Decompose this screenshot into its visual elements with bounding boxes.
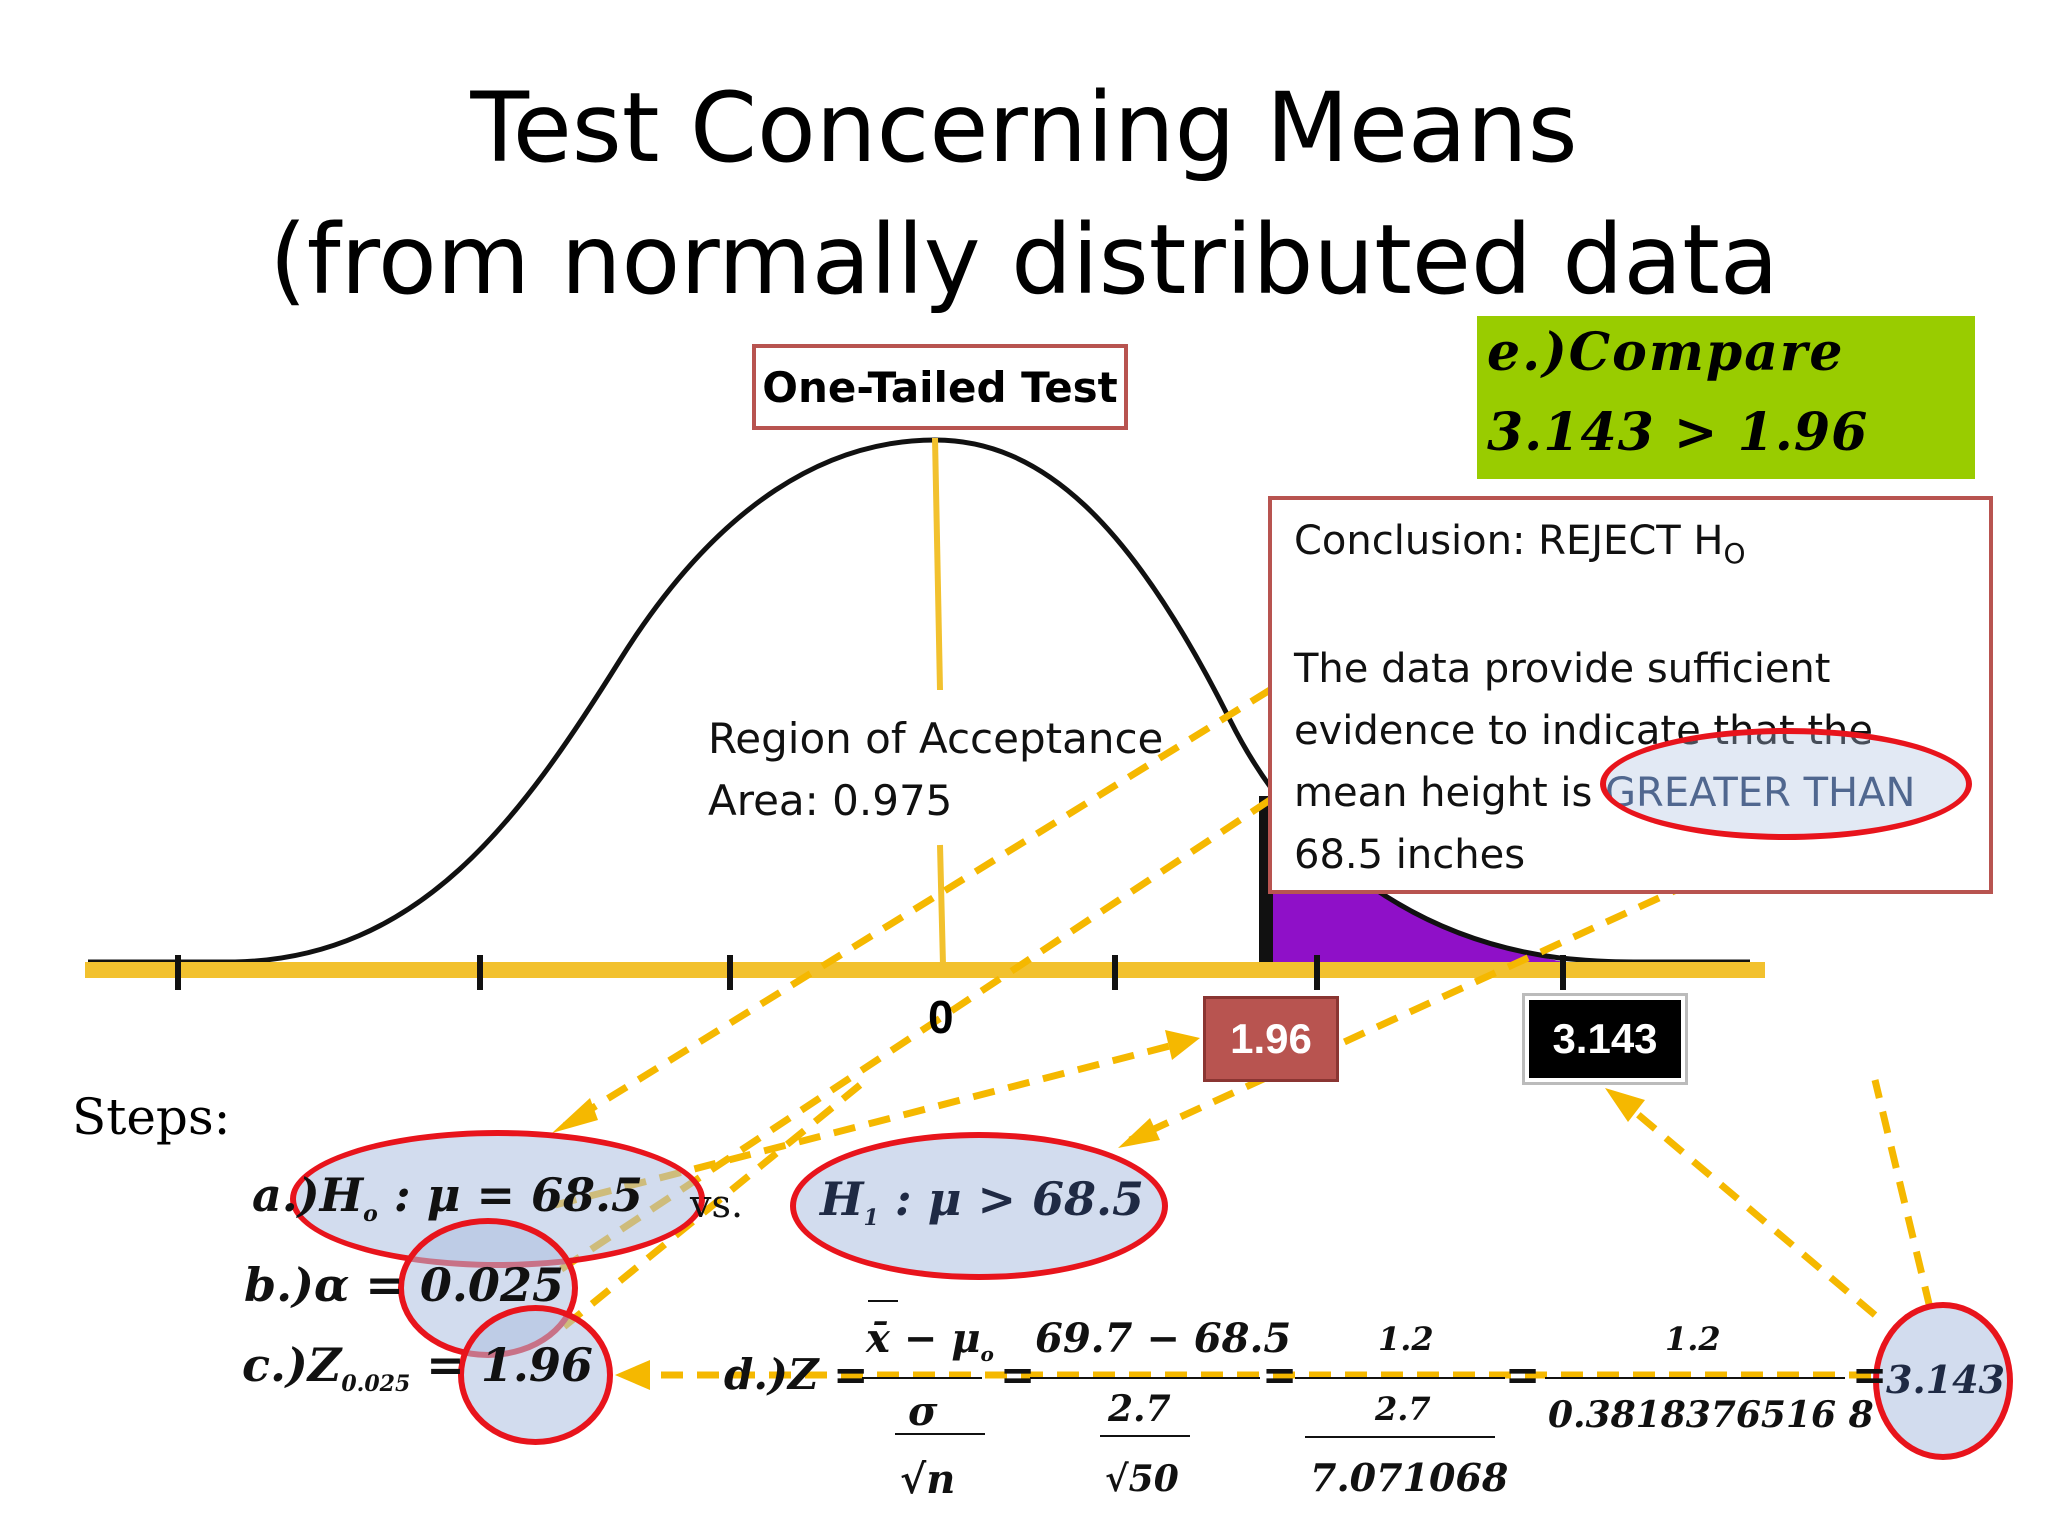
fraction-2-bar [1100,1435,1190,1437]
equals-1: = [1000,1350,1036,1399]
fraction-4-numerator: 1.2 [1665,1320,1721,1358]
region-area: Area: 0.975 [708,776,953,825]
step-c: c.)Z0.025 = 1.96 [242,1338,593,1397]
conclusion-body-end: 68.5 inches [1294,832,1526,878]
axis-zero-label: 0 [928,991,954,1043]
rejection-region [1265,796,1565,970]
z-symbol: c.)Z [242,1338,342,1392]
conclusion-heading: Conclusion: REJECT HO [1294,518,1746,570]
equals-2: = [1262,1350,1298,1399]
z-critical-value: = 1.96 [410,1338,593,1392]
title-line-2: (from normally distributed data [269,204,1779,316]
f1-num-sub: o [980,1342,994,1366]
h1-circle [790,1132,1168,1280]
step-a: a.)Ho : μ = 68.5 [252,1168,643,1227]
dashed-arrows [554,687,1934,1379]
conclusion-heading-sub: O [1723,537,1746,570]
one-tailed-test-label: One-Tailed Test [752,344,1128,430]
vs-label: vs. [690,1182,744,1226]
fraction-3-denominator: 2.7 [1375,1390,1431,1428]
title-line-1: Test Concerning Means [470,72,1578,184]
compare-box: e.)Compare 3.143 > 1.96 [1477,316,1975,479]
z-critical-circle [458,1305,613,1445]
fraction-1-sub-bar [895,1433,985,1435]
conclusion-heading-text: Conclusion: REJECT H [1294,518,1724,564]
h1-sub: 1 [863,1205,879,1232]
equals-4: = [1852,1350,1888,1399]
arrow-heads [552,1030,1645,1390]
fraction-4-bar [1545,1377,1845,1379]
steps-label: Steps: [72,1088,231,1146]
step-b: b.)α = 0.025 [244,1258,564,1312]
mean-line-lower [937,844,946,966]
fraction-2-numerator: 69.7 − 68.5 [1035,1315,1292,1362]
axis-ticks [175,955,1566,990]
fraction-3-sqrt-value: 7.071068 [1310,1455,1509,1500]
fraction-1-denominator: σ [908,1388,938,1435]
result-circle [1873,1302,2013,1460]
test-statistic-label: 3.143 [1525,996,1685,1082]
fraction-2-sqrt: √50 [1105,1458,1179,1500]
fraction-4-denominator: 0.3818376516 8 [1548,1394,1874,1436]
h1-symbol: H [820,1172,864,1226]
fraction-3-main-bar [1295,1377,1505,1379]
h0-statement: : μ = 68.5 [377,1168,644,1222]
xbar-overline [868,1300,898,1302]
f1-num-text: x̄ − μ [866,1315,981,1362]
fraction-2-denominator: 2.7 [1108,1388,1171,1430]
result-value: 3.143 [1886,1357,2005,1402]
h1-statement: : μ > 68.5 [878,1172,1145,1226]
step-d-prefix: d.)Z = [724,1350,869,1399]
step-h1: H1 : μ > 68.5 [820,1172,1144,1231]
region-of-acceptance: Region of Acceptance Area: 0.975 [708,708,1163,832]
h0-symbol: H [319,1168,364,1222]
fraction-2-main-bar [1030,1377,1260,1379]
h0-sub: o [363,1201,378,1228]
fraction-3-bar [1305,1436,1495,1438]
z-sub: 0.025 [341,1371,411,1398]
fraction-1-sqrt: √n [900,1456,956,1503]
conclusion-box: Conclusion: REJECT HO The data provide s… [1268,496,1993,894]
fraction-1-bar [862,1377,982,1379]
fraction-1-numerator: x̄ − μo [866,1315,994,1366]
equals-3: = [1505,1350,1541,1399]
compare-values: 3.143 > 1.96 [1487,402,1869,463]
region-label: Region of Acceptance [708,714,1164,763]
x-axis [85,962,1765,978]
greater-than-circle [1600,728,1972,840]
mean-line-upper [932,437,943,691]
fraction-3-numerator: 1.2 [1378,1320,1434,1358]
critical-value-label: 1.96 [1203,996,1339,1082]
step-a-prefix: a.) [252,1168,320,1222]
compare-title: e.)Compare [1487,322,1845,383]
bell-curve [88,437,1750,965]
